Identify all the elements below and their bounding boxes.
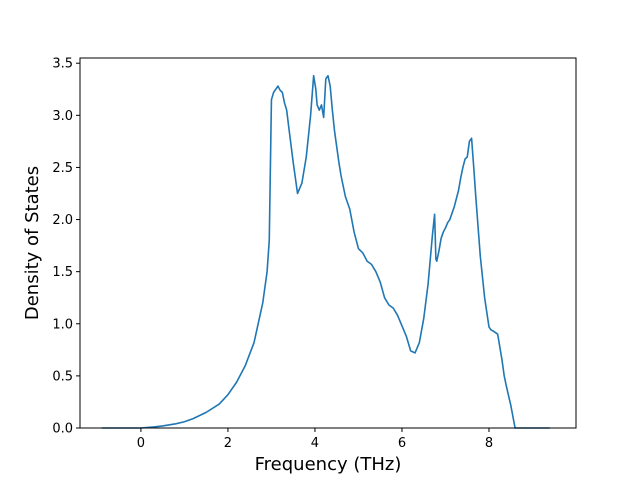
y-tick-label: 0.0 — [52, 422, 73, 437]
x-tick-label: 4 — [311, 436, 319, 451]
y-tick-label: 1.5 — [52, 265, 73, 280]
dos-series-line — [101, 74, 550, 429]
x-tick-label: 0 — [137, 436, 145, 451]
plot-area — [101, 74, 550, 429]
y-tick-label: 0.5 — [52, 369, 73, 384]
x-axis-label: Frequency (THz) — [255, 454, 402, 475]
y-axis: 0.0 0.5 1.0 1.5 2.0 2.5 3.0 3.5 — [52, 57, 80, 437]
x-axis: 0 2 4 6 8 — [137, 428, 493, 451]
y-axis-label: Density of States — [22, 166, 43, 320]
y-tick-label: 2.5 — [52, 161, 73, 176]
y-tick-label: 1.0 — [52, 317, 73, 332]
y-tick-label: 3.0 — [52, 109, 73, 124]
x-tick-label: 6 — [398, 436, 406, 451]
y-tick-label: 2.0 — [52, 213, 73, 228]
x-tick-label: 8 — [485, 436, 493, 451]
axes-frame — [79, 57, 577, 429]
y-tick-label: 3.5 — [52, 57, 73, 72]
x-tick-label: 2 — [224, 436, 232, 451]
